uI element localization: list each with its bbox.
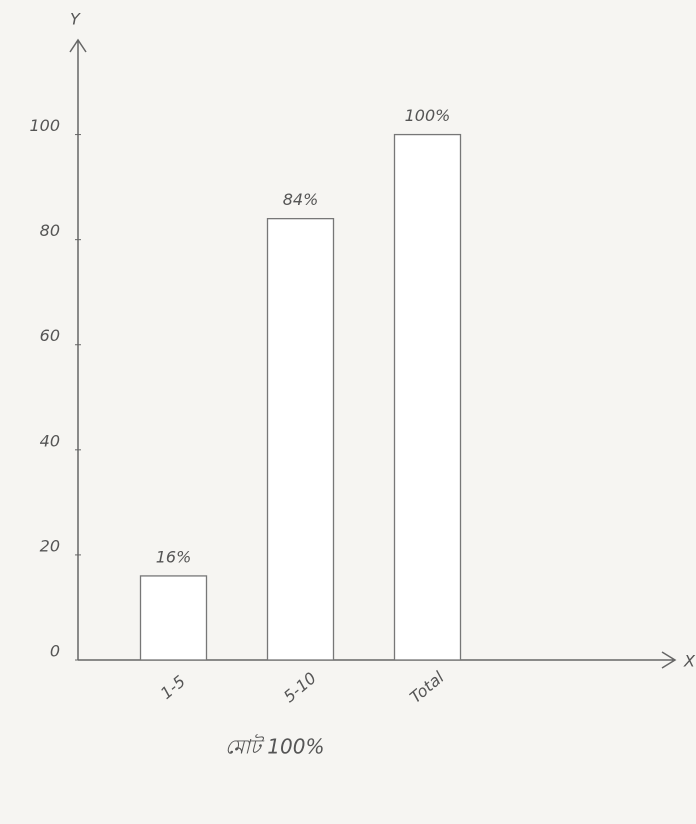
y-tick-label: 20 (40, 536, 60, 555)
y-axis (69, 38, 87, 660)
y-tick-label: 80 (40, 221, 60, 240)
value-label: 100% (405, 106, 451, 125)
y-tick-label: 40 (40, 431, 60, 450)
y-tick-label: 0 (50, 642, 60, 661)
value-label: 16% (156, 547, 192, 566)
y-axis-label: Y (70, 10, 81, 29)
value-label: 84% (283, 190, 319, 209)
bar (266, 217, 335, 661)
bar (139, 575, 208, 661)
y-tick-label: 100 (29, 116, 60, 135)
y-tick-label: 60 (40, 326, 60, 345)
bar (393, 133, 462, 661)
note: মোট 100% (225, 734, 324, 759)
x-axis-label: X (683, 652, 696, 671)
